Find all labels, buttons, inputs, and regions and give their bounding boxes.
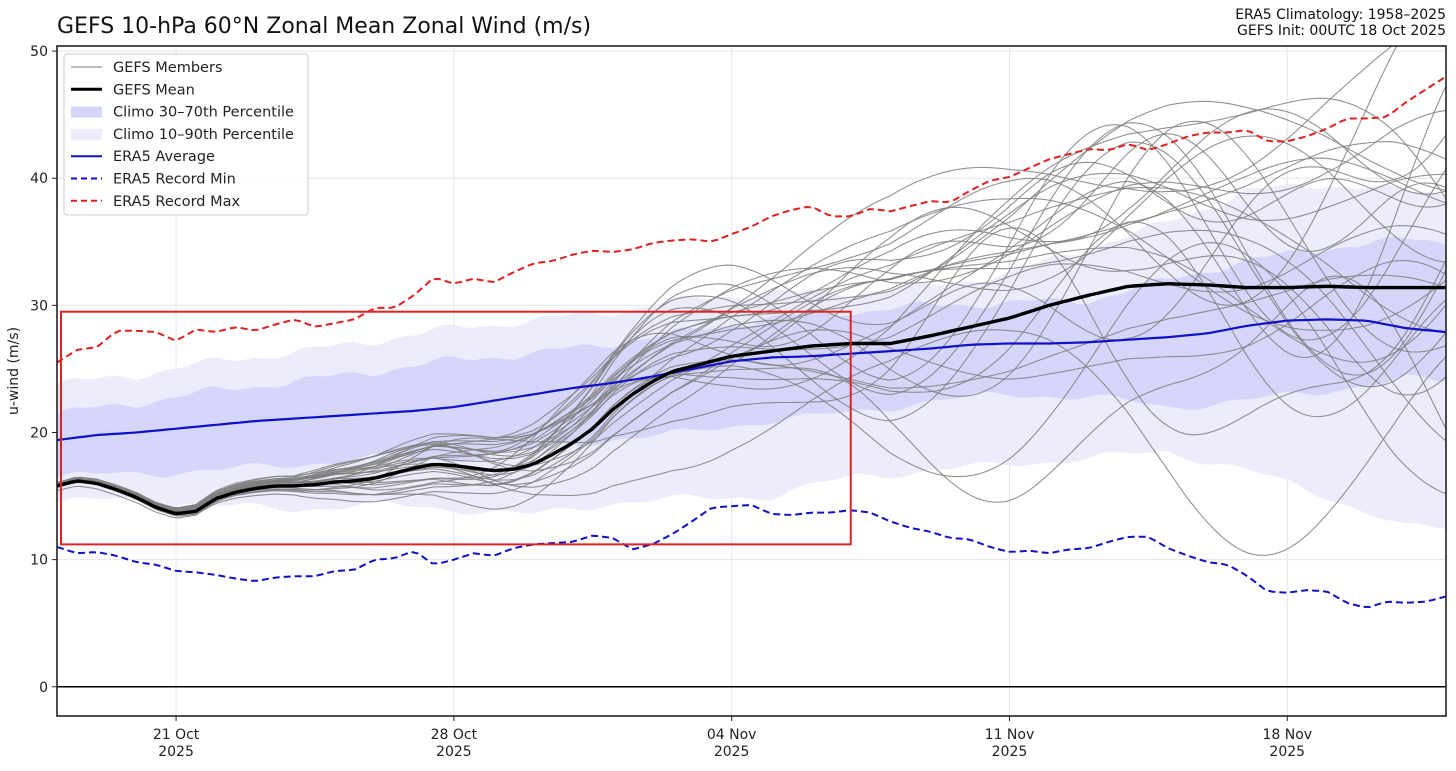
gefs-member-line: [57, 246, 1446, 513]
gefs-member-line: [57, 187, 1446, 510]
gefs-member-line: [57, 161, 1446, 513]
era5-record-max-line: [57, 75, 1446, 364]
x-tick-year-label: 2025: [714, 744, 750, 760]
climo-30-70-band: [57, 236, 1446, 478]
x-tick-label: 28 Oct: [431, 727, 478, 743]
gefs-member-line: [57, 274, 1446, 516]
x-tick-label: 18 Nov: [1262, 727, 1312, 743]
plot-frame: [56, 45, 1447, 717]
gefs-member-line: [57, 275, 1446, 515]
legend-label: GEFS Members: [113, 60, 223, 76]
x-tick-year-label: 2025: [992, 744, 1028, 760]
y-tick-label: 10: [30, 553, 48, 569]
gefs-member-line: [57, 227, 1446, 517]
legend-swatch: [71, 106, 102, 118]
legend-swatch: [71, 128, 102, 140]
y-tick-label: 40: [30, 171, 48, 187]
legend-label: Climo 30–70th Percentile: [113, 105, 294, 121]
y-axis-label: u-wind (m/s): [6, 327, 22, 415]
legend: GEFS Members GEFS Mean Climo 30–70th Perce…: [63, 53, 309, 216]
highlight-box-layer: [59, 310, 852, 546]
series-lines: [57, 75, 1446, 688]
era5-record-min-line: [57, 503, 1446, 609]
legend-label: ERA5 Record Min: [113, 172, 236, 188]
legend-label: ERA5 Average: [113, 149, 215, 165]
gefs-member-line: [57, 229, 1446, 511]
init-annotation: GEFS Init: 00UTC 18 Oct 2025: [1237, 23, 1446, 39]
x-tick-label: 11 Nov: [985, 727, 1035, 743]
gefs-member-line: [57, 46, 1398, 509]
x-tick-year-label: 2025: [158, 744, 194, 760]
y-tick-label: 0: [39, 680, 48, 696]
x-tick-label: 04 Nov: [707, 727, 757, 743]
era5-average-line: [57, 318, 1446, 442]
chart-title: GEFS 10-hPa 60°N Zonal Mean Zonal Wind (…: [57, 14, 592, 39]
legend-label: Climo 10–90th Percentile: [113, 127, 294, 143]
legend-label: GEFS Mean: [113, 82, 195, 98]
legend-box: [63, 53, 309, 216]
x-tick-year-label: 2025: [436, 744, 472, 760]
y-tick-label: 20: [30, 425, 48, 441]
climatology-annotation: ERA5 Climatology: 1958–2025: [1235, 7, 1446, 23]
x-tick-year-label: 2025: [1269, 744, 1305, 760]
y-tick-label: 30: [30, 298, 48, 314]
legend-label: ERA5 Record Max: [113, 194, 241, 210]
highlight-box: [59, 310, 852, 546]
gefs-member-line: [57, 221, 1446, 515]
gefs-members: [57, 46, 1446, 556]
gefs-member-line: [57, 141, 1446, 511]
gefs-mean-line: [57, 282, 1446, 516]
x-tick-label: 21 Oct: [153, 727, 200, 743]
y-tick-label: 50: [30, 44, 48, 60]
gefs-member-line: [57, 97, 1446, 510]
